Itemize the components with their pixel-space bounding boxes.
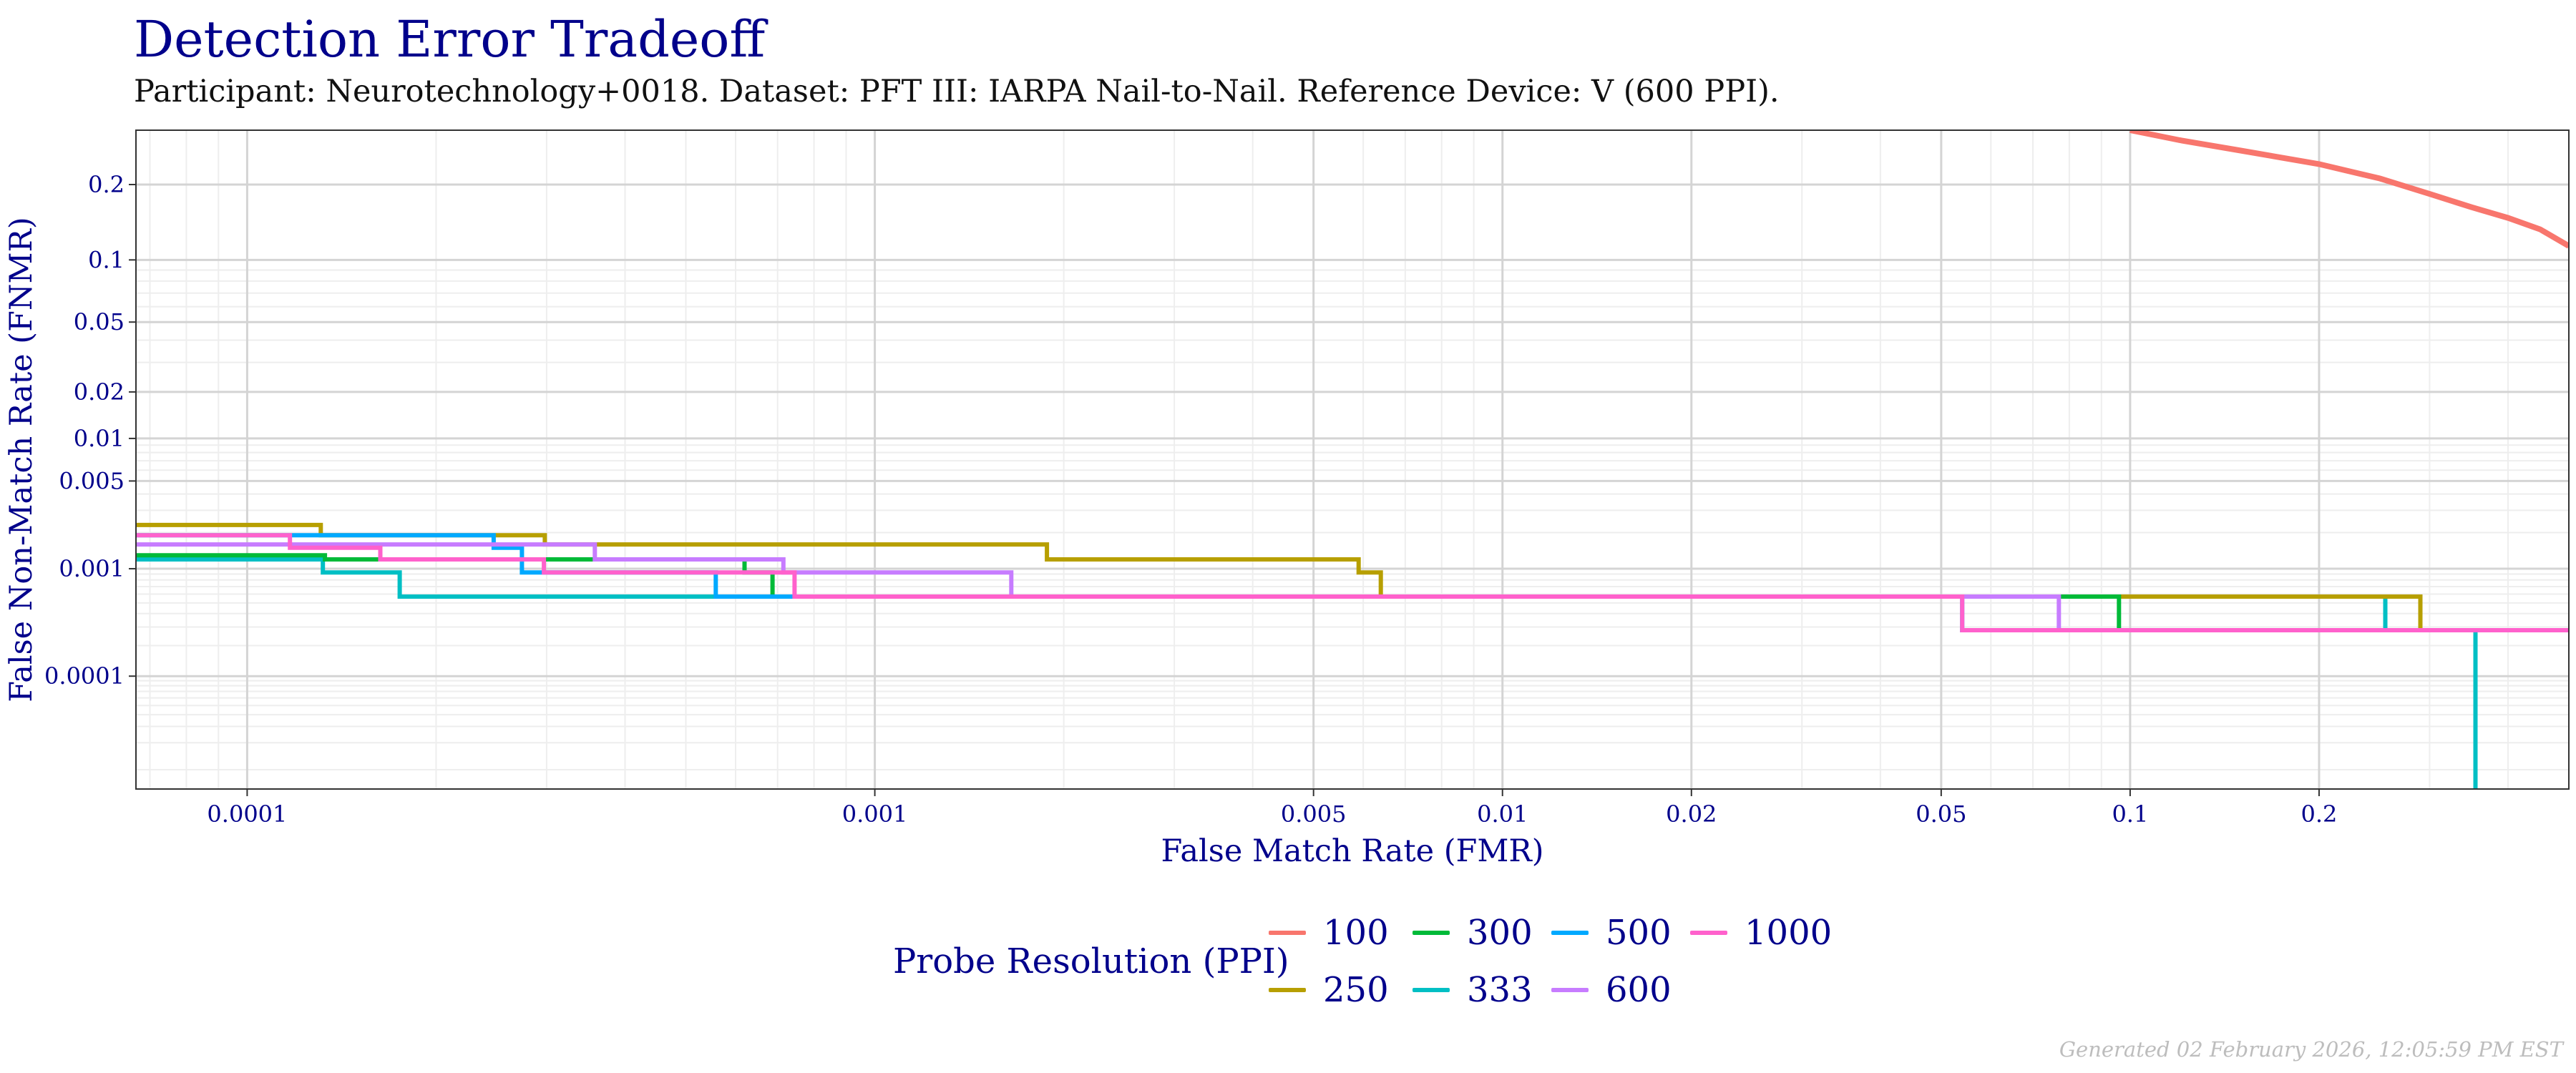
legend-swatch <box>1413 988 1450 992</box>
x-tick-label: 0.02 <box>1666 800 1717 828</box>
legend-label: 600 <box>1606 970 1672 1010</box>
panel-border <box>135 129 2570 790</box>
x-tick-label: 0.005 <box>1281 800 1347 828</box>
x-tick-label: 0.001 <box>842 800 908 828</box>
legend-swatch <box>1413 931 1450 935</box>
series-lines <box>136 130 2569 789</box>
y-tick-label: 0.1 <box>88 246 125 273</box>
major-gridlines <box>136 130 2569 789</box>
legend-label: 250 <box>1323 970 1389 1010</box>
series-line-100 <box>2129 130 2569 249</box>
series-line-500 <box>136 533 2569 632</box>
generated-timestamp: Generated 02 February 2026, 12:05:59 PM … <box>2059 1037 2563 1062</box>
series-line-300 <box>136 553 2569 632</box>
legend-label: 300 <box>1467 913 1533 953</box>
legend-swatch <box>1269 931 1306 935</box>
y-tick-label: 0.005 <box>59 467 125 494</box>
legend-item-500: 500 <box>1551 913 1672 953</box>
x-tick-label: 0.1 <box>2112 800 2148 828</box>
y-tick-label: 0.0001 <box>44 662 125 690</box>
series-line-600 <box>136 542 2569 632</box>
series-line-1000 <box>136 533 2569 632</box>
legend-item-300: 300 <box>1413 913 1533 953</box>
legend-item-600: 600 <box>1551 970 1672 1010</box>
legend-label: 1000 <box>1745 913 1833 953</box>
legend-swatch <box>1551 931 1589 935</box>
legend-swatch <box>1269 988 1306 992</box>
legend-label: 333 <box>1467 970 1533 1010</box>
y-tick-label: 0.001 <box>59 555 125 582</box>
legend-swatch <box>1551 988 1589 992</box>
y-tick-label: 0.05 <box>74 308 125 335</box>
minor-gridlines <box>136 130 2569 789</box>
y-axis-ticks: 0.2 0.1 0.05 0.02 0.01 0.005 0.001 0.0001 <box>44 171 136 690</box>
y-tick-label: 0.01 <box>74 425 125 452</box>
legend-item-333: 333 <box>1413 970 1533 1010</box>
y-tick-label: 0.02 <box>74 378 125 406</box>
legend-item-250: 250 <box>1269 970 1389 1010</box>
legend-item-100: 100 <box>1269 913 1389 953</box>
legend-label: 100 <box>1323 913 1389 953</box>
legend-swatch <box>1690 931 1727 935</box>
x-tick-label: 0.2 <box>2301 800 2337 828</box>
legend-item-1000: 1000 <box>1690 913 1832 953</box>
x-axis-ticks: 0.0001 0.001 0.005 0.01 0.02 0.05 0.1 0.2 <box>207 789 2337 828</box>
legend-title: Probe Resolution (PPI) <box>893 941 1289 981</box>
y-tick-label: 0.2 <box>88 171 125 198</box>
x-tick-label: 0.05 <box>1916 800 1966 828</box>
x-tick-label: 0.01 <box>1477 800 1528 828</box>
legend-label: 500 <box>1606 913 1672 953</box>
x-axis-title: False Match Rate (FMR) <box>1161 833 1543 869</box>
chart-subtitle: Participant: Neurotechnology+0018. Datas… <box>134 74 1780 109</box>
x-tick-label: 0.0001 <box>207 800 287 828</box>
y-axis-title: False Non-Match Rate (FNMR) <box>4 217 39 702</box>
chart-title: Detection Error Tradeoff <box>134 10 766 69</box>
series-line-250 <box>136 522 2569 632</box>
